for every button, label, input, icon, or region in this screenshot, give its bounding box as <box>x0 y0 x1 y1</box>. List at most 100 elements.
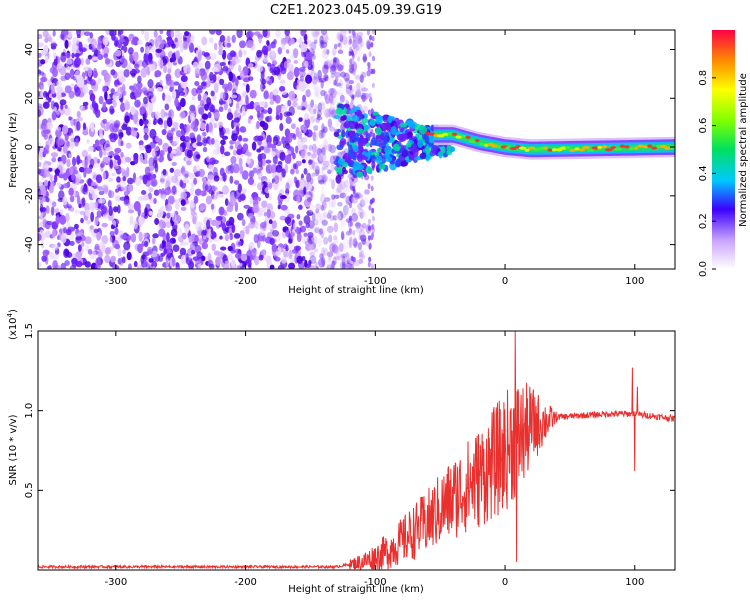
heat-cell <box>104 58 111 65</box>
heat-cell <box>353 161 361 171</box>
heat-cell <box>315 208 320 214</box>
heat-cell <box>307 196 312 203</box>
heat-cell <box>329 94 335 105</box>
heat-cell <box>334 119 341 128</box>
heat-cell <box>185 125 190 136</box>
heat-cell <box>147 186 154 193</box>
heat-cell <box>81 242 85 247</box>
heat-cell <box>313 125 319 131</box>
heat-cell <box>182 241 189 246</box>
heat-cell <box>100 160 106 168</box>
signal-hotspot <box>578 148 586 152</box>
heat-cell <box>219 126 226 136</box>
heat-cell <box>227 98 232 104</box>
heat-cell <box>351 114 360 122</box>
heat-cell <box>139 153 144 164</box>
heat-cell <box>139 118 144 127</box>
heat-cell <box>42 218 48 228</box>
heat-cell <box>257 64 263 73</box>
heat-cell <box>337 165 343 175</box>
heat-cell <box>190 202 195 209</box>
heat-cell <box>133 260 138 268</box>
heat-cell <box>163 65 168 74</box>
heat-cell <box>194 68 201 77</box>
heat-cell <box>288 90 296 101</box>
heat-cell <box>184 30 190 37</box>
heat-cell <box>66 251 73 258</box>
heat-cell <box>230 249 236 254</box>
heat-cell <box>352 185 356 192</box>
heat-cell <box>240 253 248 262</box>
heat-cell <box>311 159 315 170</box>
heat-cell <box>352 238 356 245</box>
heat-cell <box>44 179 49 187</box>
heat-cell <box>331 244 339 253</box>
heat-cell <box>214 138 220 149</box>
heat-cell <box>316 86 323 92</box>
heat-cell <box>155 135 160 143</box>
heat-cell <box>322 175 327 186</box>
heat-cell <box>338 41 343 50</box>
spectrogram-x-tick-label: -100 <box>364 276 387 287</box>
heat-cell <box>182 179 190 184</box>
heat-cell <box>108 205 113 217</box>
heat-cell <box>327 210 333 215</box>
heat-cell <box>160 252 166 257</box>
heat-cell <box>337 64 344 72</box>
heat-cell <box>94 218 99 226</box>
colorbar-tick-label: 0.2 <box>698 213 709 229</box>
heat-cell <box>226 112 234 121</box>
heat-cell <box>327 253 332 261</box>
heat-cell <box>370 263 374 269</box>
heat-cell <box>186 160 192 166</box>
signal-hotspot <box>468 139 477 144</box>
heat-cell <box>154 217 160 226</box>
heat-cell <box>219 62 226 67</box>
heat-cell <box>320 41 328 49</box>
heat-cell <box>109 123 115 133</box>
heat-cell <box>87 178 92 187</box>
heat-cell <box>329 112 334 118</box>
heat-cell <box>243 204 251 209</box>
heat-cell <box>38 150 43 161</box>
heat-cell <box>159 79 163 86</box>
heat-cell <box>318 228 324 235</box>
heat-cell <box>85 58 91 65</box>
heat-cell <box>79 104 83 110</box>
heat-cell <box>248 264 252 269</box>
heat-cell <box>299 75 304 82</box>
snr-y-tick-label: 0.5 <box>24 482 35 498</box>
heat-cell <box>326 225 334 234</box>
heat-cell <box>236 30 243 39</box>
snr-panel: -300 -200 -100 0 100 0.5 1.0 1.5 Height of str… <box>6 309 676 595</box>
heat-cell <box>349 229 353 235</box>
heat-cell <box>64 260 70 267</box>
heat-cell <box>78 166 85 173</box>
snr-x-ticks: -300 -200 -100 0 100 <box>104 331 644 588</box>
heat-cell <box>361 155 369 160</box>
heat-cell <box>361 92 367 103</box>
heat-cell <box>204 60 211 70</box>
heat-cell <box>307 204 315 213</box>
heat-cell <box>306 172 312 183</box>
heat-cell <box>226 52 233 61</box>
heat-cell <box>356 153 363 162</box>
heat-cell <box>108 177 114 183</box>
heat-cell <box>89 93 96 102</box>
heat-cell <box>349 38 353 45</box>
heat-cell <box>180 254 186 265</box>
heat-cell <box>56 90 62 101</box>
heat-cell <box>290 38 295 45</box>
snr-series-line <box>38 331 675 570</box>
heat-cell <box>343 193 348 202</box>
heat-cell <box>337 49 344 55</box>
heat-cell <box>91 56 99 61</box>
heat-cell <box>190 243 195 249</box>
heat-cell <box>132 51 139 62</box>
heat-cell <box>328 93 334 104</box>
heat-cell <box>292 163 297 170</box>
heat-cell <box>148 59 154 65</box>
heat-cell <box>206 155 210 163</box>
heat-cell <box>275 164 283 173</box>
heat-cell <box>68 90 75 99</box>
